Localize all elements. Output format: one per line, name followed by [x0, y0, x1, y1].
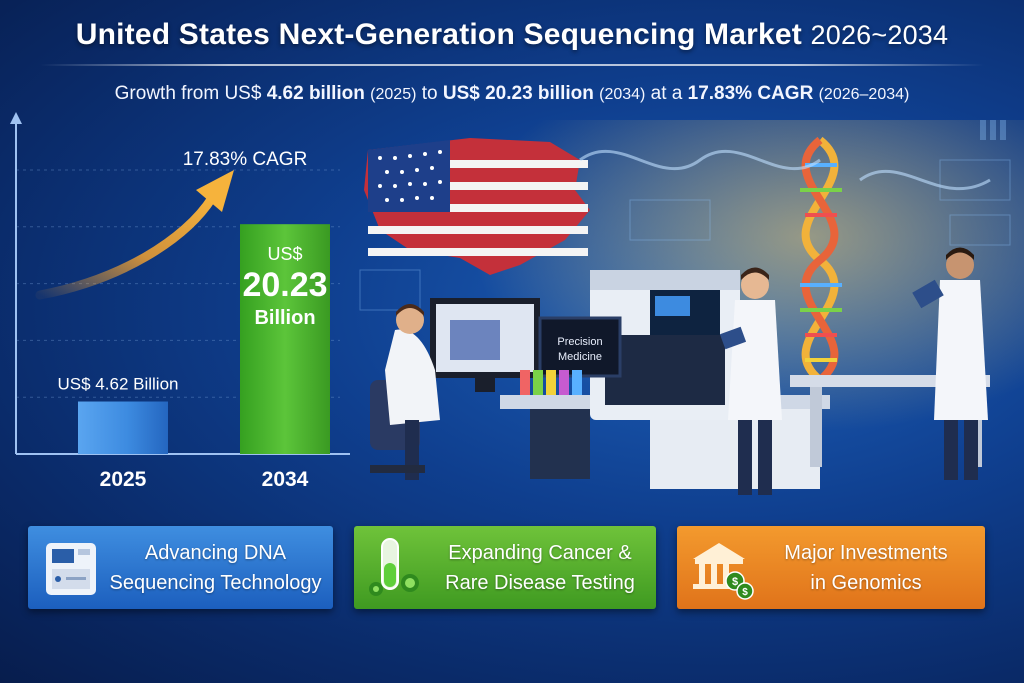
subtitle-part: (2034): [599, 86, 646, 103]
sequencer-machine: [590, 270, 740, 420]
screen-text: Medicine: [558, 351, 602, 363]
chart-svg: 17.83% CAGR US$ 4.62 Billion US$20.23 Bill…: [10, 112, 350, 491]
y-axis-arrow: [10, 112, 22, 124]
subtitle-value-2034: US$ 20.23 billion: [442, 83, 594, 104]
title-divider: [40, 64, 984, 66]
bar-label-2034-suffix: Billion: [254, 307, 315, 329]
card-cancer-testing: Expanding Cancer & Rare Disease Testing: [354, 526, 656, 609]
bar-2034: [240, 224, 330, 454]
subtitle-part: (2025): [370, 86, 417, 103]
lab-illustration: Precision Medicine: [350, 100, 1024, 510]
svg-text:$: $: [732, 576, 738, 588]
page-title: United States Next-Generation Sequencing…: [0, 18, 1024, 52]
us-flag-map-icon: [364, 138, 590, 275]
card-line: Sequencing Technology: [109, 571, 322, 594]
scientist-standing-center: [719, 267, 782, 495]
page-subtitle: Growth from US$ 4.62 billion (2025) to U…: [0, 83, 1024, 105]
x-tick-2025: 2025: [100, 468, 147, 491]
card-line: Expanding Cancer &: [448, 541, 632, 564]
test-tube-virus-icon: [369, 537, 419, 596]
bar-label-2034-value: 20.23: [242, 266, 327, 304]
card-line: in Genomics: [810, 571, 922, 594]
growth-arrow-icon: [35, 193, 217, 300]
test-tubes-icon: [520, 370, 582, 395]
card-label: Advancing DNA Sequencing Technology: [106, 538, 333, 598]
bar-labels: US$ 4.62 Billion US$20.23 Billion: [58, 244, 328, 393]
growth-arrowhead-icon: [196, 170, 234, 212]
scientist-standing-right: [912, 247, 988, 480]
card-line: Major Investments: [784, 541, 948, 564]
card-line: Rare Disease Testing: [445, 571, 635, 594]
subtitle-part: at a: [650, 83, 683, 104]
title-years: 2026~2034: [810, 20, 949, 50]
scientist-seated: [370, 304, 440, 480]
chart-grid: [16, 169, 340, 398]
bank-dollar-icon: $ $: [693, 542, 754, 600]
svg-text:$: $: [742, 587, 748, 598]
card-dna-sequencing: Advancing DNA Sequencing Technology: [28, 526, 333, 609]
title-main: United States Next-Generation Sequencing…: [75, 18, 802, 51]
card-label: Major Investments in Genomics: [755, 538, 985, 598]
sequencer-icon: [46, 542, 96, 595]
market-bar-chart: 17.83% CAGR US$ 4.62 Billion US$ 20.23 Bill…: [0, 110, 360, 500]
precision-medicine-screen: Precision Medicine: [538, 316, 622, 378]
dna-helix-icon: [579, 136, 991, 384]
computer-monitor: [430, 298, 540, 392]
card-label: Expanding Cancer & Rare Disease Testing: [432, 538, 656, 598]
subtitle-value-2025: 4.62 billion: [266, 83, 365, 104]
x-tick-labels: 2025 2034: [100, 468, 309, 491]
x-tick-2034: 2034: [262, 468, 309, 491]
card-line: Advancing DNA: [144, 541, 287, 564]
subtitle-part: Growth from US$: [114, 83, 262, 104]
bar-label-2025: US$ 4.62 Billion: [58, 375, 179, 394]
subtitle-cagr: 17.83% CAGR: [687, 83, 814, 104]
card-genomics-investment: $ $ Major Investments in Genomics: [677, 526, 985, 609]
subtitle-part: (2026–2034): [818, 86, 910, 103]
data-panels: [359, 100, 1011, 311]
cagr-annotation: 17.83% CAGR: [183, 149, 308, 170]
lab-scene-svg: Precision Medicine: [350, 100, 1024, 510]
subtitle-part: to: [421, 83, 438, 104]
bar-2025: [78, 401, 168, 454]
chart-bars: [78, 224, 330, 454]
bar-label-2034-prefix: US$: [267, 244, 302, 264]
screen-text: Precision: [557, 336, 602, 348]
